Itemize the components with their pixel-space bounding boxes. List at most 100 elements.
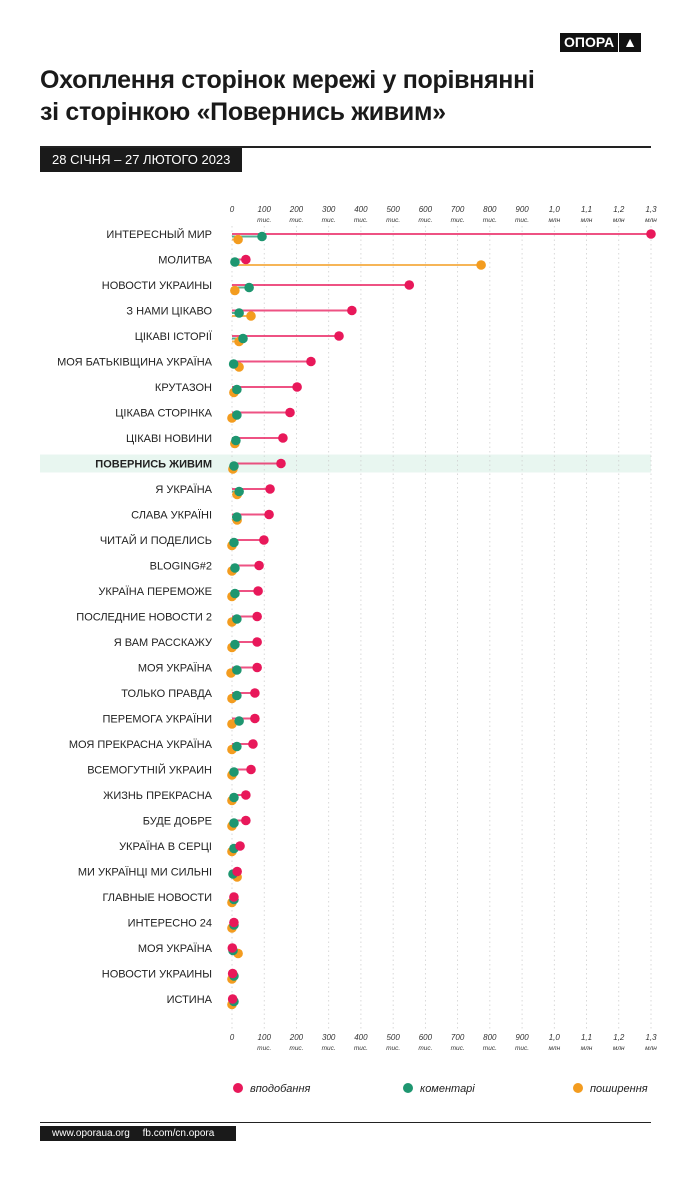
likes-dot [278, 433, 288, 443]
x-tick-unit-top: тис. [257, 217, 271, 224]
x-tick-unit-bottom: тис. [515, 1045, 529, 1052]
category-label: Я ВАМ РАССКАЖУ [114, 637, 213, 649]
x-tick-label-top: 100 [258, 205, 272, 214]
comments-dot [238, 333, 248, 344]
legend-label-likes: вподобання [250, 1083, 311, 1095]
comments-dot [232, 741, 242, 752]
x-tick-label-top: 500 [386, 205, 400, 214]
category-label: ЖИЗНЬ ПРЕКРАСНА [103, 790, 212, 802]
category-label: УКРАЇНА ПЕРЕМОЖЕ [98, 586, 212, 598]
shares-dot [476, 260, 486, 270]
x-tick-unit-bottom: тис. [354, 1045, 368, 1052]
likes-dot [227, 943, 238, 953]
category-label: ТОЛЬКО ПРАВДА [121, 688, 212, 700]
category-label: ЦІКАВІ ІСТОРІЇ [135, 331, 213, 343]
category-label: ПОСЛЕДНИЕ НОВОСТИ 2 [76, 612, 212, 624]
category-label: BLOGING#2 [150, 561, 212, 573]
comments-dot [234, 308, 244, 318]
x-tick-unit-bottom: млн [613, 1045, 625, 1052]
title-line-1: Охоплення сторінок мережі у порівнянні [40, 66, 535, 94]
likes-dot [285, 407, 295, 418]
likes-dot [264, 509, 274, 520]
x-tick-label-bottom: 600 [419, 1033, 433, 1042]
category-label: ИСТИНА [167, 994, 213, 1006]
likes-dot [232, 866, 242, 877]
category-label: БУДЕ ДОБРЕ [143, 816, 212, 828]
legend-dot-comments [403, 1083, 413, 1093]
likes-dot [404, 280, 415, 290]
comments-dot [257, 231, 267, 242]
likes-dot [334, 331, 344, 341]
comments-dot [230, 639, 240, 650]
x-tick-label-bottom: 900 [515, 1033, 529, 1042]
opora-logo: ОПОРА ▲ [560, 33, 641, 52]
shares-dot [230, 285, 240, 296]
likes-dot [254, 560, 264, 571]
category-label: ВСЕМОГУТНІЙ УКРАИН [87, 764, 212, 777]
comments-dot [230, 563, 240, 573]
x-tick-label-bottom: 800 [483, 1033, 497, 1042]
facebook-link[interactable]: fb.com/cn.opora [142, 1128, 215, 1139]
x-tick-label-top: 0 [230, 205, 235, 214]
likes-dot [246, 764, 256, 775]
x-tick-label-top: 1,2 [613, 205, 625, 214]
likes-dot [259, 535, 269, 545]
site-link[interactable]: www.oporaua.org [52, 1128, 130, 1139]
x-tick-unit-bottom: тис. [483, 1045, 497, 1052]
comments-dot [229, 767, 239, 777]
x-tick-unit-bottom: тис. [451, 1045, 465, 1052]
x-tick-unit-bottom: тис. [386, 1045, 400, 1052]
comments-dot [232, 690, 242, 701]
likes-dot [241, 815, 251, 826]
x-tick-unit-top: тис. [289, 217, 303, 224]
likes-dot [248, 739, 258, 749]
footer: www.oporaua.org fb.com/cn.opora [40, 1122, 651, 1141]
x-tick-label-bottom: 1,0 [549, 1033, 561, 1042]
x-tick-unit-top: тис. [483, 217, 497, 224]
likes-dot [292, 382, 302, 392]
likes-dot [253, 586, 263, 596]
category-label: Я УКРАЇНА [155, 484, 212, 496]
likes-dot [241, 790, 251, 800]
x-tick-unit-bottom: тис. [322, 1045, 336, 1052]
category-label: УКРАЇНА В СЕРЦІ [119, 841, 212, 853]
comments-dot [230, 588, 240, 599]
header-divider [40, 146, 651, 148]
likes-dot [347, 305, 357, 316]
likes-dot [241, 254, 251, 265]
likes-dot [252, 637, 262, 647]
x-tick-label-bottom: 1,1 [581, 1033, 592, 1042]
shares-dot [246, 311, 256, 321]
x-tick-label-bottom: 1,2 [613, 1033, 625, 1042]
x-tick-unit-top: млн [581, 217, 593, 224]
x-tick-label-bottom: 1,3 [645, 1033, 657, 1042]
x-tick-unit-top: тис. [322, 217, 336, 224]
comments-dot [229, 792, 239, 803]
x-tick-unit-bottom: тис. [289, 1045, 303, 1052]
title-line-2: зі сторінкою «Повернись живим» [40, 98, 446, 126]
x-tick-label-bottom: 200 [289, 1033, 304, 1042]
category-label: ПЕРЕМОГА УКРАЇНИ [103, 714, 213, 726]
likes-dot [229, 892, 239, 902]
category-label: ГЛАВНЫЕ НОВОСТИ [102, 892, 212, 904]
x-tick-label-top: 1,1 [581, 205, 592, 214]
x-tick-unit-top: млн [548, 217, 560, 224]
x-tick-unit-top: тис. [451, 217, 465, 224]
x-tick-unit-bottom: млн [548, 1045, 560, 1052]
likes-dot [250, 713, 260, 724]
comments-dot [229, 537, 239, 548]
x-tick-label-top: 700 [451, 205, 465, 214]
category-label: МОЯ ПРЕКРАСНА УКРАЇНА [69, 739, 213, 751]
category-label: ЧИТАЙ И ПОДЕЛИСЬ [100, 534, 212, 547]
comments-dot [228, 359, 239, 369]
likes-dot [265, 484, 275, 494]
x-tick-unit-bottom: тис. [257, 1045, 271, 1052]
x-tick-unit-top: тис. [515, 217, 529, 224]
category-label: МИ УКРАЇНЦІ МИ СИЛЬНІ [78, 867, 212, 879]
likes-dot [646, 229, 656, 239]
highlight-band [40, 454, 651, 473]
comments-dot [230, 257, 240, 267]
legend-dot-likes [233, 1083, 243, 1093]
chart-title: Охоплення сторінок мережі у порівнянні з… [40, 64, 660, 128]
